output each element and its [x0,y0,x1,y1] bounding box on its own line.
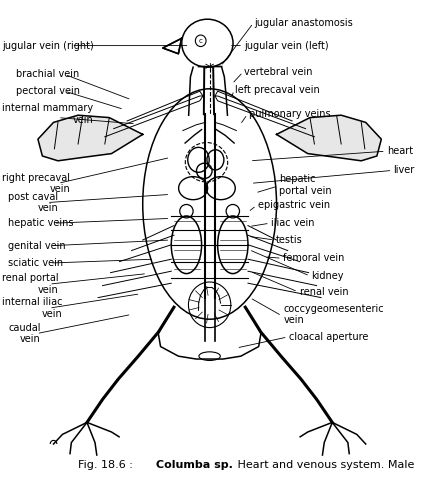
Text: pectoral vein: pectoral vein [16,86,79,96]
Text: jugular vein (right): jugular vein (right) [2,41,94,50]
Text: cloacal aperture: cloacal aperture [289,332,368,342]
Text: left precaval vein: left precaval vein [235,85,320,95]
Text: internal mammary
vein: internal mammary vein [2,104,93,125]
Text: brachial vein: brachial vein [16,70,79,79]
Text: c: c [199,38,202,44]
Text: hepatic
portal vein: hepatic portal vein [279,174,331,196]
Text: renal vein: renal vein [300,287,348,297]
Text: Columba sp.: Columba sp. [156,460,233,469]
Text: epigastric vein: epigastric vein [258,201,330,210]
Text: coccygeomesenteric
vein: coccygeomesenteric vein [283,304,384,325]
Text: testis: testis [276,235,302,245]
Text: pulmonary veins: pulmonary veins [249,109,330,119]
Text: renal portal
vein: renal portal vein [2,274,59,295]
Polygon shape [38,115,143,161]
Text: femoral vein: femoral vein [283,253,345,263]
Polygon shape [277,115,381,161]
Text: sciatic vein: sciatic vein [8,258,63,268]
Text: heart: heart [387,146,413,156]
Text: genital vein: genital vein [8,241,66,251]
Text: kidney: kidney [311,271,344,281]
Text: Fig. 18.6 :: Fig. 18.6 : [78,460,136,469]
Text: vertebral vein: vertebral vein [244,67,313,77]
Polygon shape [163,38,182,54]
Text: Heart and venous system. Male: Heart and venous system. Male [234,460,414,469]
Text: hepatic veins: hepatic veins [8,218,74,228]
Text: right precaval
vein: right precaval vein [2,173,70,194]
Text: liver: liver [393,166,415,175]
Text: internal iliac
vein: internal iliac vein [2,297,63,319]
Text: jugular anastomosis: jugular anastomosis [254,18,353,28]
Text: iliac vein: iliac vein [271,218,315,228]
Text: post caval
vein: post caval vein [8,192,58,213]
Text: caudal
vein: caudal vein [8,323,41,345]
Text: jugular vein (left): jugular vein (left) [244,41,329,50]
